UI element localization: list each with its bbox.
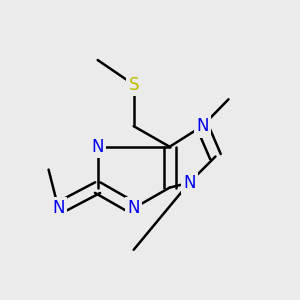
Text: N: N [52, 199, 64, 217]
Text: S: S [128, 76, 139, 94]
Text: N: N [128, 199, 140, 217]
Text: N: N [183, 174, 196, 192]
Text: N: N [196, 117, 208, 135]
Text: N: N [92, 138, 104, 156]
